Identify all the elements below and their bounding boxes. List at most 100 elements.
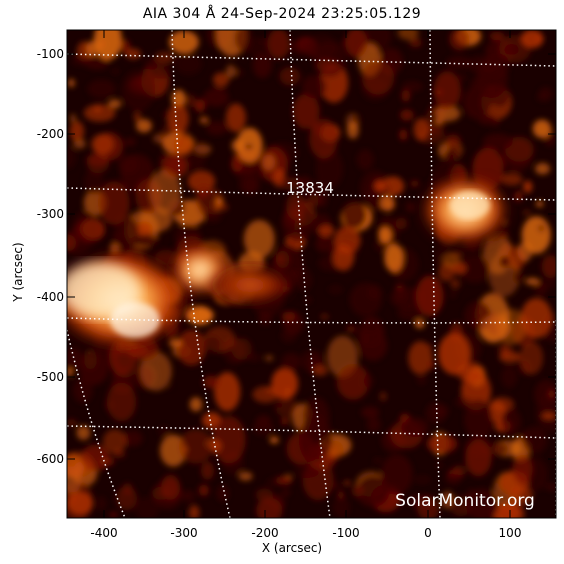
texture-blob: [216, 484, 229, 502]
texture-blob: [525, 277, 540, 285]
texture-blob: [523, 180, 533, 193]
texture-blob: [162, 112, 170, 119]
texture-blob: [206, 121, 227, 135]
texture-blob: [435, 259, 442, 263]
texture-blob: [462, 366, 481, 383]
texture-blob: [384, 243, 404, 273]
texture-blob: [236, 69, 243, 76]
texture-blob: [292, 93, 320, 129]
texture-blob: [281, 488, 291, 497]
texture-blob: [535, 200, 544, 207]
texture-blob: [71, 56, 92, 66]
texture-blob: [262, 154, 276, 171]
texture-blob: [212, 416, 246, 464]
texture-blob: [167, 103, 189, 134]
texture-blob: [87, 79, 116, 99]
texture-blob: [445, 134, 461, 149]
texture-blob: [433, 404, 449, 418]
texture-blob: [459, 254, 491, 283]
texture-blob: [379, 391, 387, 401]
texture-blob: [225, 103, 246, 133]
texture-blob: [351, 484, 364, 497]
texture-blob: [234, 30, 253, 53]
texture-blob: [67, 368, 73, 377]
texture-blob: [458, 73, 467, 81]
texture-blob: [417, 496, 440, 518]
texture-blob: [380, 195, 395, 212]
texture-blob: [500, 408, 521, 436]
texture-blob: [182, 129, 189, 138]
texture-blob: [465, 439, 492, 477]
texture-blob: [252, 386, 279, 403]
texture-blob: [548, 389, 555, 399]
texture-blob: [408, 341, 433, 375]
texture-blob: [328, 285, 343, 294]
texture-blob: [415, 275, 444, 317]
texture-blob: [283, 387, 292, 397]
texture-blob: [69, 121, 84, 142]
texture-blob: [73, 377, 93, 403]
texture-blob: [517, 241, 533, 262]
texture-blob: [541, 412, 556, 420]
texture-blob: [541, 255, 556, 279]
texture-blob: [320, 314, 329, 320]
texture-blob: [454, 397, 473, 408]
texture-blob: [149, 169, 182, 215]
texture-blob: [111, 229, 125, 246]
texture-blob: [116, 486, 137, 511]
tick-marks: [67, 30, 556, 518]
texture-blob: [401, 89, 410, 102]
texture-blob: [203, 88, 229, 107]
texture-blob: [275, 254, 283, 265]
texture-blob: [417, 376, 426, 385]
texture-blob: [281, 353, 301, 371]
texture-blob: [69, 113, 77, 123]
texture-blob: [244, 143, 253, 150]
texture-blob: [520, 30, 544, 49]
texture-blob: [346, 326, 356, 332]
texture-blob: [194, 99, 206, 113]
texture-blob: [184, 307, 214, 324]
texture-blob: [302, 397, 330, 436]
texture-blob: [500, 173, 523, 186]
texture-blob: [265, 355, 274, 361]
y-tick-label: -200: [36, 127, 64, 141]
texture-blob: [315, 235, 332, 253]
texture-blob: [520, 298, 553, 339]
texture-blob: [504, 44, 520, 55]
texture-blob: [318, 196, 327, 208]
texture-blob: [395, 284, 404, 290]
texture-blob: [449, 293, 457, 298]
texture-blob: [266, 478, 281, 488]
texture-blob: [187, 170, 216, 193]
texture-blob: [67, 451, 95, 479]
texture-blob: [110, 342, 140, 378]
texture-blob: [400, 109, 414, 121]
texture-blob: [81, 218, 105, 240]
texture-blob: [169, 30, 199, 54]
texture-blob: [489, 31, 505, 41]
texture-blob: [512, 454, 533, 484]
texture-blob: [445, 474, 461, 485]
texture-blob: [213, 72, 229, 88]
texture-blob: [139, 351, 172, 391]
texture-blob: [316, 149, 343, 189]
texture-blob: [152, 133, 166, 144]
texture-blob: [311, 124, 324, 135]
texture-blob: [67, 234, 77, 252]
texture-blob: [282, 311, 296, 322]
texture-blob: [462, 85, 492, 120]
texture-blob: [201, 461, 214, 480]
texture-blob: [481, 52, 510, 80]
texture-blob: [93, 105, 102, 114]
texture-blob: [378, 226, 392, 244]
texture-blob: [76, 425, 91, 441]
y-tick-label: -400: [36, 290, 64, 304]
x-tick-label: 100: [498, 526, 522, 540]
texture-blob: [294, 464, 320, 479]
texture-blob: [67, 146, 76, 169]
texture-blob: [267, 30, 290, 59]
texture-blob: [200, 117, 208, 124]
texture-blob: [67, 78, 75, 88]
